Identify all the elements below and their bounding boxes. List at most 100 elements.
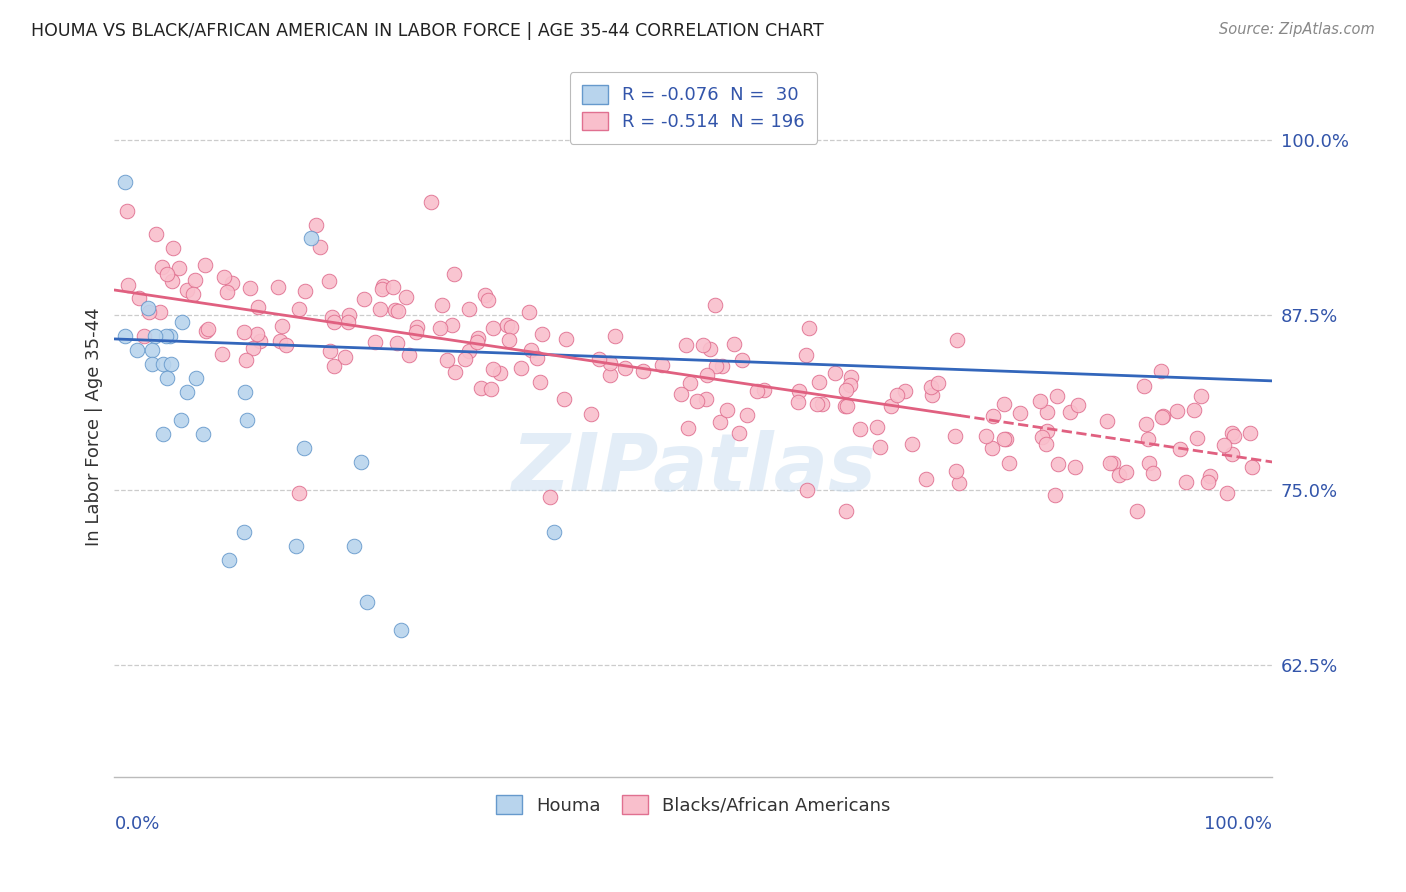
Point	[799, 321, 821, 335]
Point	[1115, 465, 1137, 479]
Point	[155, 329, 177, 343]
Point	[998, 456, 1021, 470]
Point	[323, 315, 346, 329]
Point	[333, 350, 356, 364]
Point	[249, 334, 271, 349]
Point	[1223, 429, 1246, 443]
Point	[1152, 409, 1174, 423]
Point	[880, 399, 903, 413]
Point	[699, 343, 721, 357]
Point	[671, 386, 693, 401]
Point	[114, 175, 136, 189]
Point	[501, 320, 523, 334]
Point	[319, 343, 342, 358]
Point	[943, 428, 966, 442]
Point	[735, 408, 758, 422]
Point	[299, 231, 322, 245]
Point	[692, 338, 714, 352]
Point	[443, 267, 465, 281]
Point	[152, 357, 174, 371]
Point	[838, 378, 860, 392]
Point	[387, 336, 409, 351]
Point	[1240, 460, 1263, 475]
Point	[406, 320, 429, 334]
Point	[1137, 456, 1160, 470]
Point	[128, 291, 150, 305]
Point	[117, 278, 139, 293]
Point	[976, 429, 998, 443]
Text: 0.0%: 0.0%	[114, 815, 160, 833]
Point	[675, 337, 697, 351]
Point	[114, 329, 136, 343]
Point	[184, 371, 207, 385]
Point	[945, 333, 967, 347]
Point	[184, 273, 207, 287]
Point	[835, 383, 858, 397]
Point	[509, 361, 531, 376]
Point	[948, 475, 970, 490]
Point	[920, 380, 942, 394]
Point	[1010, 406, 1032, 420]
Point	[679, 376, 702, 390]
Point	[993, 432, 1015, 446]
Text: HOUMA VS BLACK/AFRICAN AMERICAN IN LABOR FORCE | AGE 35-44 CORRELATION CHART: HOUMA VS BLACK/AFRICAN AMERICAN IN LABOR…	[31, 22, 824, 40]
Point	[236, 413, 259, 427]
Point	[267, 279, 290, 293]
Point	[599, 368, 621, 383]
Point	[395, 290, 418, 304]
Point	[1098, 456, 1121, 470]
Point	[458, 301, 481, 316]
Point	[808, 375, 831, 389]
Point	[321, 310, 343, 324]
Point	[387, 303, 409, 318]
Point	[488, 366, 510, 380]
Point	[1035, 424, 1057, 438]
Point	[172, 315, 194, 329]
Point	[1170, 442, 1192, 456]
Point	[1029, 393, 1052, 408]
Y-axis label: In Labor Force | Age 35-44: In Labor Force | Age 35-44	[86, 308, 103, 546]
Point	[553, 392, 575, 406]
Point	[337, 308, 360, 322]
Point	[835, 504, 858, 518]
Point	[824, 366, 846, 380]
Point	[381, 279, 404, 293]
Point	[716, 403, 738, 417]
Point	[1136, 432, 1159, 446]
Point	[695, 392, 717, 406]
Point	[981, 441, 1004, 455]
Point	[1150, 410, 1173, 425]
Point	[169, 413, 191, 427]
Point	[470, 381, 492, 395]
Point	[886, 388, 908, 402]
Point	[323, 359, 346, 374]
Point	[191, 427, 214, 442]
Point	[167, 261, 190, 276]
Point	[839, 370, 862, 384]
Point	[927, 376, 949, 390]
Point	[337, 315, 360, 329]
Point	[588, 352, 610, 367]
Point	[149, 305, 172, 319]
Point	[1220, 447, 1243, 461]
Point	[1175, 475, 1198, 489]
Point	[498, 333, 520, 347]
Point	[1132, 378, 1154, 392]
Point	[465, 335, 488, 350]
Point	[685, 393, 707, 408]
Point	[520, 343, 543, 357]
Point	[704, 298, 727, 312]
Point	[474, 287, 496, 301]
Point	[467, 331, 489, 345]
Point	[1150, 364, 1173, 378]
Point	[309, 240, 332, 254]
Point	[368, 301, 391, 316]
Point	[579, 407, 602, 421]
Point	[613, 361, 636, 376]
Point	[994, 433, 1017, 447]
Point	[239, 281, 262, 295]
Point	[152, 260, 174, 275]
Point	[893, 384, 915, 398]
Point	[526, 351, 548, 365]
Point	[156, 267, 179, 281]
